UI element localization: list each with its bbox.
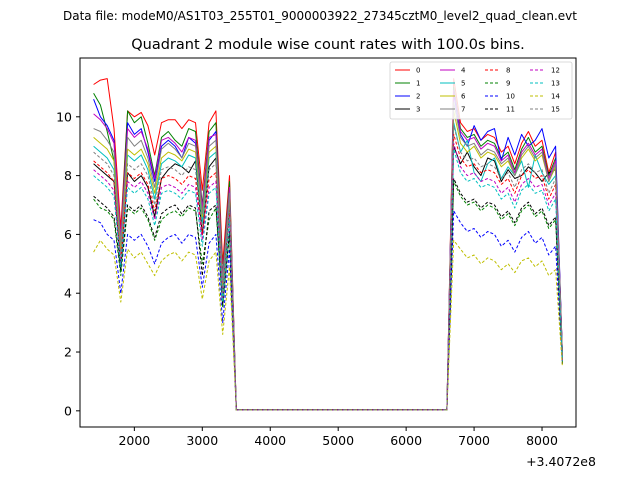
x-axis: 2000 3000 4000 5000 6000 7000 8000 xyxy=(118,427,558,448)
x-tick-label: 7000 xyxy=(458,433,490,448)
x-tick-label: 4000 xyxy=(254,433,286,448)
series-layer xyxy=(93,78,563,411)
series-line-9 xyxy=(93,181,563,411)
legend-label-2: 2 xyxy=(416,93,420,101)
legend-label-14: 14 xyxy=(551,93,560,101)
series-line-14 xyxy=(93,239,563,411)
series-line-8 xyxy=(93,133,563,411)
y-tick-label: 6 xyxy=(64,227,72,242)
legend-label-1: 1 xyxy=(416,80,420,88)
legend-label-6: 6 xyxy=(461,93,466,101)
legend-label-9: 9 xyxy=(506,80,510,88)
chart-title: Quadrant 2 module wise count rates with … xyxy=(131,37,525,53)
plot-frame xyxy=(79,57,577,428)
y-tick-label: 4 xyxy=(64,286,72,301)
x-tick-label: 8000 xyxy=(526,433,558,448)
series-line-1 xyxy=(93,86,563,411)
legend-label-11: 11 xyxy=(506,106,515,114)
series-line-12 xyxy=(93,142,563,411)
legend-label-10: 10 xyxy=(506,93,515,101)
legend-label-8: 8 xyxy=(506,67,510,75)
x-tick-label: 3000 xyxy=(186,433,218,448)
series-line-2 xyxy=(93,92,563,411)
series-line-10 xyxy=(93,210,563,411)
legend-label-12: 12 xyxy=(551,67,560,75)
x-tick-label: 5000 xyxy=(322,433,354,448)
y-tick-label: 0 xyxy=(64,403,72,418)
y-tick-label: 8 xyxy=(64,168,72,183)
legend-frame xyxy=(389,61,573,120)
legend-label-5: 5 xyxy=(461,80,465,88)
series-line-4 xyxy=(93,89,563,411)
x-offset-label: +3.4072e8 xyxy=(526,454,596,469)
x-tick-label: 6000 xyxy=(390,433,422,448)
y-axis: 0 2 4 6 8 10 xyxy=(56,109,80,418)
series-line-11 xyxy=(93,178,563,411)
y-tick-label: 2 xyxy=(64,345,72,360)
series-line-6 xyxy=(93,110,563,411)
legend-label-4: 4 xyxy=(461,67,466,75)
legend-label-13: 13 xyxy=(551,80,560,88)
x-tick-label: 2000 xyxy=(118,433,150,448)
legend-label-7: 7 xyxy=(461,106,465,114)
legend-label-15: 15 xyxy=(551,106,560,114)
series-line-7 xyxy=(93,101,563,411)
legend-label-0: 0 xyxy=(416,67,420,75)
legend-label-3: 3 xyxy=(416,106,420,114)
y-tick-label: 10 xyxy=(56,109,72,124)
series-line-0 xyxy=(93,78,563,411)
series-line-13 xyxy=(93,148,563,411)
series-line-3 xyxy=(93,145,563,411)
series-line-15 xyxy=(93,125,563,411)
figure-suptitle: Data file: modeM0/AS1T03_255T01_90000039… xyxy=(63,9,577,23)
